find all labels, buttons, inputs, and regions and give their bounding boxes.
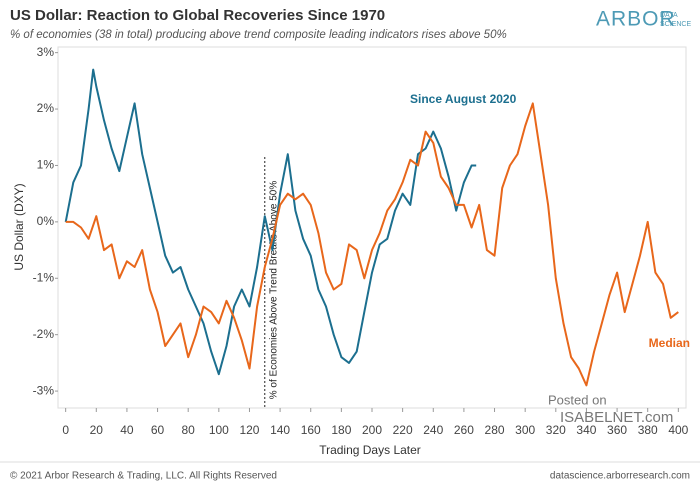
watermark: Posted on <box>548 392 607 407</box>
x-tick-label: 180 <box>331 423 351 437</box>
x-tick-label: 260 <box>454 423 474 437</box>
y-tick-label: 2% <box>37 101 55 115</box>
y-tick-label: 3% <box>37 45 55 59</box>
chart-title: US Dollar: Reaction to Global Recoveries… <box>10 7 385 24</box>
x-tick-label: 60 <box>151 423 165 437</box>
copyright: © 2021 Arbor Research & Trading, LLC. Al… <box>10 471 277 482</box>
logo-sub: SCIENCE <box>660 21 691 28</box>
x-tick-label: 160 <box>301 423 321 437</box>
x-tick-label: 340 <box>576 423 596 437</box>
x-tick-label: 240 <box>423 423 443 437</box>
x-tick-label: 200 <box>362 423 382 437</box>
x-tick-label: 320 <box>546 423 566 437</box>
x-axis-label: Trading Days Later <box>319 443 421 457</box>
line <box>64 68 477 376</box>
y-axis-label: US Dollar (DXY) <box>12 183 26 270</box>
series-label: Since August 2020 <box>410 92 517 106</box>
logo-sub: DATA <box>660 12 678 19</box>
x-tick-label: 80 <box>182 423 196 437</box>
x-tick-label: 380 <box>638 423 658 437</box>
y-tick-label: -2% <box>33 327 55 341</box>
plot-area <box>57 46 687 409</box>
chart-subtitle: % of economies (38 in total) producing a… <box>10 29 507 41</box>
x-tick-label: 220 <box>393 423 413 437</box>
y-tick-label: -3% <box>33 383 55 397</box>
x-tick-label: 0 <box>62 423 69 437</box>
annotation: % of Economies Above Trend Breaks Above … <box>268 181 279 400</box>
x-tick-label: 100 <box>209 423 229 437</box>
line <box>65 102 679 387</box>
x-tick-label: 280 <box>485 423 505 437</box>
x-tick-label: 400 <box>668 423 688 437</box>
website: datascience.arborresearch.com <box>550 471 690 482</box>
x-tick-label: 20 <box>90 423 104 437</box>
series-label: Median <box>649 336 690 350</box>
y-tick-label: 0% <box>37 214 55 228</box>
y-tick-label: -1% <box>33 270 55 284</box>
x-tick-label: 140 <box>270 423 290 437</box>
x-tick-label: 360 <box>607 423 627 437</box>
x-tick-label: 300 <box>515 423 535 437</box>
x-tick-label: 40 <box>120 423 134 437</box>
y-tick-label: 1% <box>37 158 55 172</box>
watermark: ISABELNET.com <box>560 409 673 426</box>
logo: ARBOR <box>596 8 676 31</box>
x-tick-label: 120 <box>239 423 259 437</box>
